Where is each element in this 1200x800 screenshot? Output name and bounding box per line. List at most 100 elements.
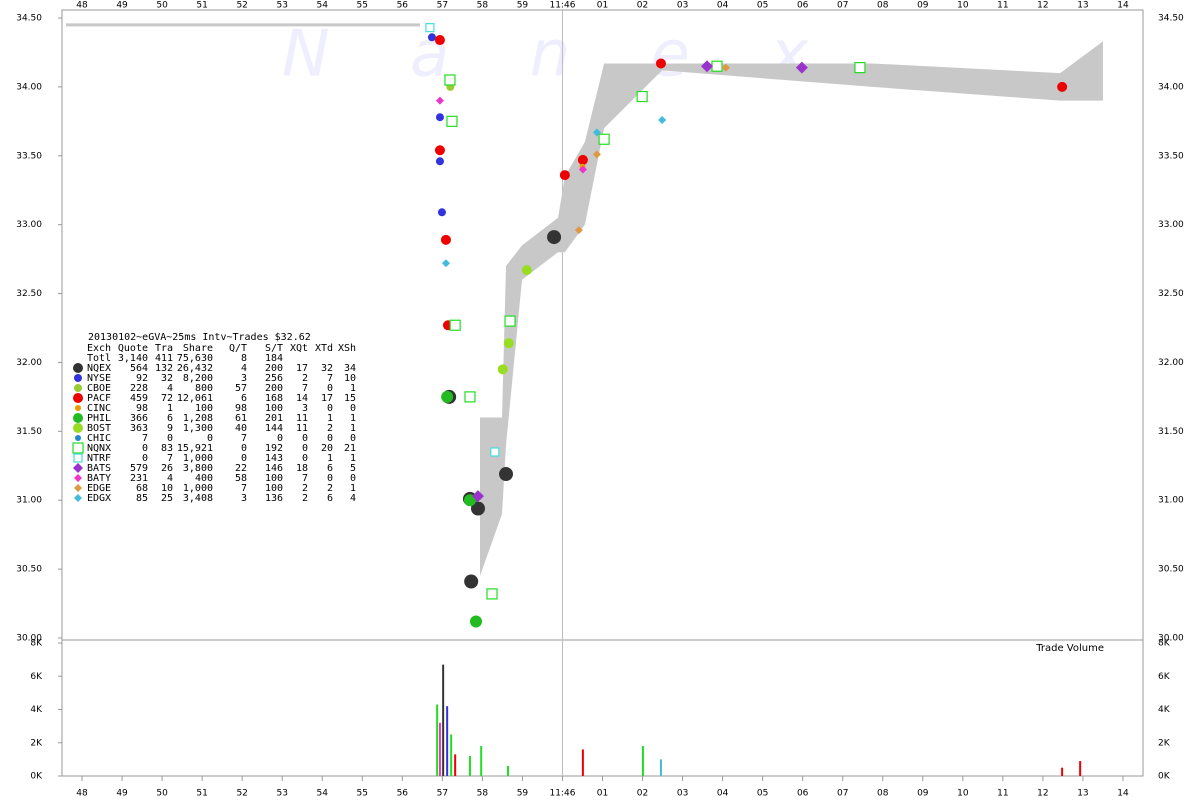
legend-total: 411 (155, 353, 173, 364)
legend-cell: 0 (142, 453, 148, 464)
marker (636, 90, 648, 103)
legend-cell: 15,921 (177, 443, 213, 454)
x-tick-label: 51 (196, 1, 207, 11)
volume-bar (581, 749, 584, 776)
marker (486, 588, 498, 600)
legend-cell: 0 (142, 443, 148, 454)
v-tick-label: 4K (30, 705, 43, 715)
legend-cell: 200 (265, 363, 283, 374)
marker (499, 467, 514, 482)
legend-cell: 6 (327, 463, 333, 474)
legend-cell: 144 (265, 423, 283, 434)
y-tick-label: 34.00 (16, 82, 42, 92)
legend-marker (74, 384, 82, 392)
x-tick-label: 06 (797, 1, 809, 11)
legend-cell: 83 (161, 443, 173, 454)
x-tick-label: 52 (236, 1, 247, 11)
legend-cell: 7 (327, 373, 333, 384)
legend-cell: 0 (327, 403, 333, 414)
x-tick-label: 48 (76, 1, 88, 11)
legend-name: CHIC (87, 433, 111, 444)
y-tick-label: 31.50 (1158, 427, 1184, 437)
marker (446, 115, 458, 127)
y-tick-label: 34.50 (16, 14, 42, 24)
x-tick-label: 49 (116, 1, 128, 11)
x-tick-label: 07 (837, 789, 848, 799)
marker (795, 61, 808, 74)
legend-cell: 10 (344, 373, 356, 384)
marker (440, 234, 451, 245)
v-tick-label: 0K (30, 772, 43, 782)
y-tick-label: 34.50 (1158, 14, 1184, 24)
legend-name: CBOE (87, 383, 111, 394)
x-tick-label: 11:46 (549, 1, 575, 11)
legend-total: 8 (241, 353, 247, 364)
x-tick-label: 09 (917, 789, 929, 799)
legend-header: Exch (87, 343, 111, 354)
legend-name: NTRF (87, 453, 111, 464)
legend-cell: 459 (130, 393, 148, 404)
legend-cell: 4 (241, 363, 247, 374)
x-tick-label: 11:46 (549, 789, 575, 799)
legend-cell: 1 (167, 403, 173, 414)
legend-cell: 1,208 (183, 413, 213, 424)
legend-cell: 57 (235, 383, 247, 394)
legend-cell: 192 (265, 443, 283, 454)
legend-cell: 100 (265, 483, 283, 494)
y-tick-label: 33.00 (16, 220, 42, 230)
marker (434, 35, 445, 46)
legend-marker (73, 463, 83, 473)
legend-cell: 34 (344, 363, 356, 374)
legend-cell: 10 (161, 483, 173, 494)
v-tick-label: 6K (1158, 672, 1171, 682)
legend-cell: 168 (265, 393, 283, 404)
legend-cell: 1 (350, 483, 356, 494)
legend-cell: 2 (302, 483, 308, 494)
legend-marker (75, 405, 81, 411)
x-tick-label: 59 (517, 789, 529, 799)
legend-cell: 12,061 (177, 393, 213, 404)
legend-cell: 6 (241, 393, 247, 404)
legend-cell: 146 (265, 463, 283, 474)
legend-header: Share (183, 343, 213, 354)
x-tick-label: 58 (477, 789, 489, 799)
legend-marker (75, 435, 81, 441)
legend-cell: 6 (167, 413, 173, 424)
volume-bar (480, 746, 483, 776)
legend-cell: 100 (195, 403, 213, 414)
x-tick-label: 50 (156, 1, 168, 11)
legend-header: Q/T (229, 343, 247, 354)
legend-cell: 228 (130, 383, 148, 394)
legend-cell: 0 (277, 433, 283, 444)
v-tick-label: 2K (1158, 738, 1171, 748)
x-tick-label: 10 (957, 789, 969, 799)
legend-cell: 0 (350, 433, 356, 444)
volume-bar (1061, 767, 1064, 776)
x-tick-label: 10 (957, 1, 969, 11)
legend-cell: 0 (241, 453, 247, 464)
x-tick-label: 57 (437, 789, 448, 799)
volume-bar (641, 746, 644, 776)
legend-cell: 7 (241, 433, 247, 444)
y-tick-label: 33.50 (1158, 151, 1184, 161)
x-tick-label: 57 (437, 1, 448, 11)
x-tick-label: 54 (317, 789, 329, 799)
legend-header: XTd (315, 343, 333, 354)
marker (721, 63, 730, 72)
marker (449, 319, 461, 331)
legend-cell: 100 (265, 473, 283, 484)
x-tick-label: 52 (236, 789, 247, 799)
legend-cell: 0 (302, 453, 308, 464)
legend-cell: 6 (327, 493, 333, 504)
volume-bar (454, 754, 457, 776)
legend-cell: 20 (321, 443, 333, 454)
legend-name: BATY (87, 473, 111, 484)
legend-cell: 800 (195, 383, 213, 394)
marker (427, 33, 436, 42)
legend-cell: 7 (241, 483, 247, 494)
legend-name: PACF (87, 393, 111, 404)
legend-cell: 0 (302, 443, 308, 454)
x-tick-label: 55 (357, 1, 368, 11)
legend-cell: 98 (235, 403, 247, 414)
legend-cell: 564 (130, 363, 148, 374)
